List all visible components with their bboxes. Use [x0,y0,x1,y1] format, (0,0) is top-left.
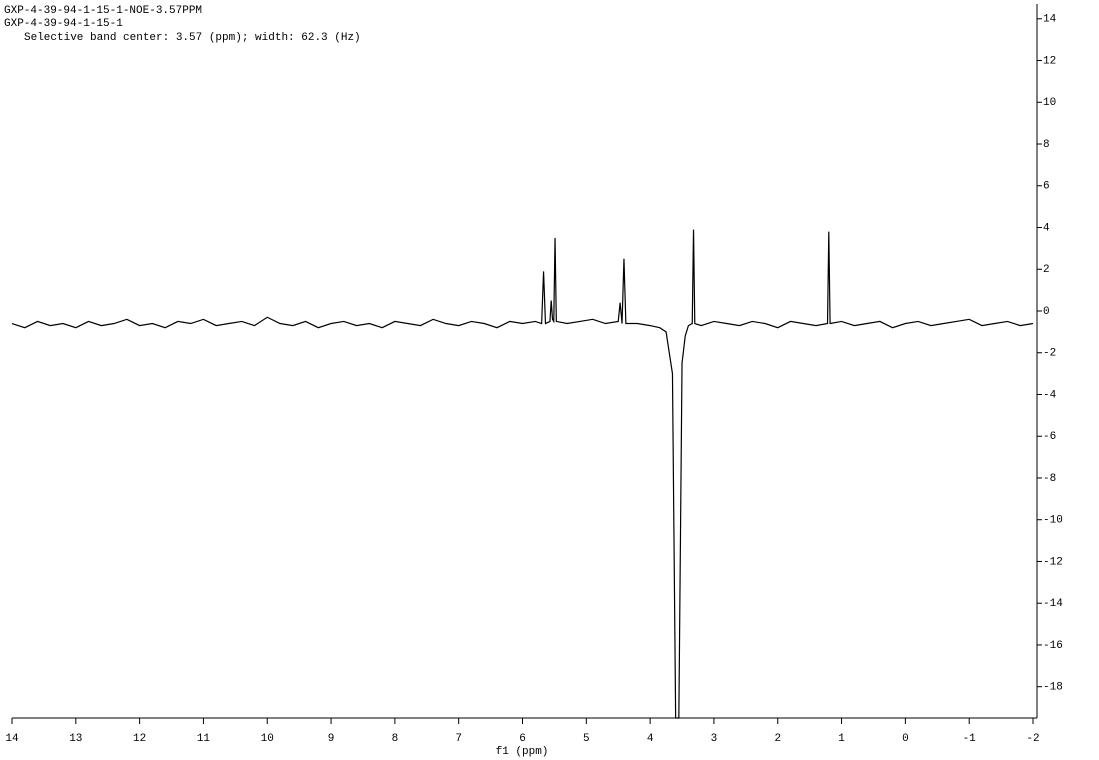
y-tick-label: 12 [1043,55,1056,67]
y-tick-label: -16 [1043,640,1063,652]
y-tick-label: -4 [1043,389,1057,401]
x-tick-label: 7 [455,733,462,745]
x-tick-label: -1 [963,733,977,745]
x-axis-label: f1 (ppm) [496,746,549,758]
subtitle: GXP-4-39-94-1-15-1 [4,18,123,30]
y-tick-label: -12 [1043,556,1063,568]
x-tick-label: 13 [69,733,82,745]
y-tick-label: 8 [1043,139,1050,151]
x-tick-label: -2 [1026,733,1039,745]
x-tick-label: 4 [647,733,654,745]
y-tick-label: 6 [1043,181,1050,193]
title: GXP-4-39-94-1-15-1-NOE-3.57PPM [4,5,202,17]
x-tick-label: 2 [774,733,781,745]
x-tick-label: 11 [197,733,211,745]
x-tick-label: 0 [902,733,909,745]
y-tick-label: 4 [1043,222,1050,234]
y-tick-label: -8 [1043,473,1056,485]
y-tick-label: -14 [1043,598,1063,610]
spectrum-line [11,229,1034,719]
y-tick-label: 2 [1043,264,1050,276]
y-tick-label: -6 [1043,431,1056,443]
x-tick-label: 6 [519,733,526,745]
y-tick-label: 0 [1043,306,1050,318]
x-tick-label: 14 [5,733,19,745]
x-tick-label: 8 [392,733,399,745]
y-tick-label: 10 [1043,97,1056,109]
x-tick-label: 9 [328,733,335,745]
y-tick-label: -10 [1043,515,1063,527]
y-tick-label: 14 [1043,14,1057,26]
x-tick-label: 3 [711,733,718,745]
x-tick-label: 10 [261,733,274,745]
y-tick-label: -18 [1043,682,1063,694]
x-tick-label: 12 [133,733,146,745]
subtitle: Selective band center: 3.57 (ppm); width… [24,32,361,44]
x-tick-label: 5 [583,733,590,745]
y-tick-label: -2 [1043,348,1056,360]
x-tick-label: 1 [838,733,845,745]
